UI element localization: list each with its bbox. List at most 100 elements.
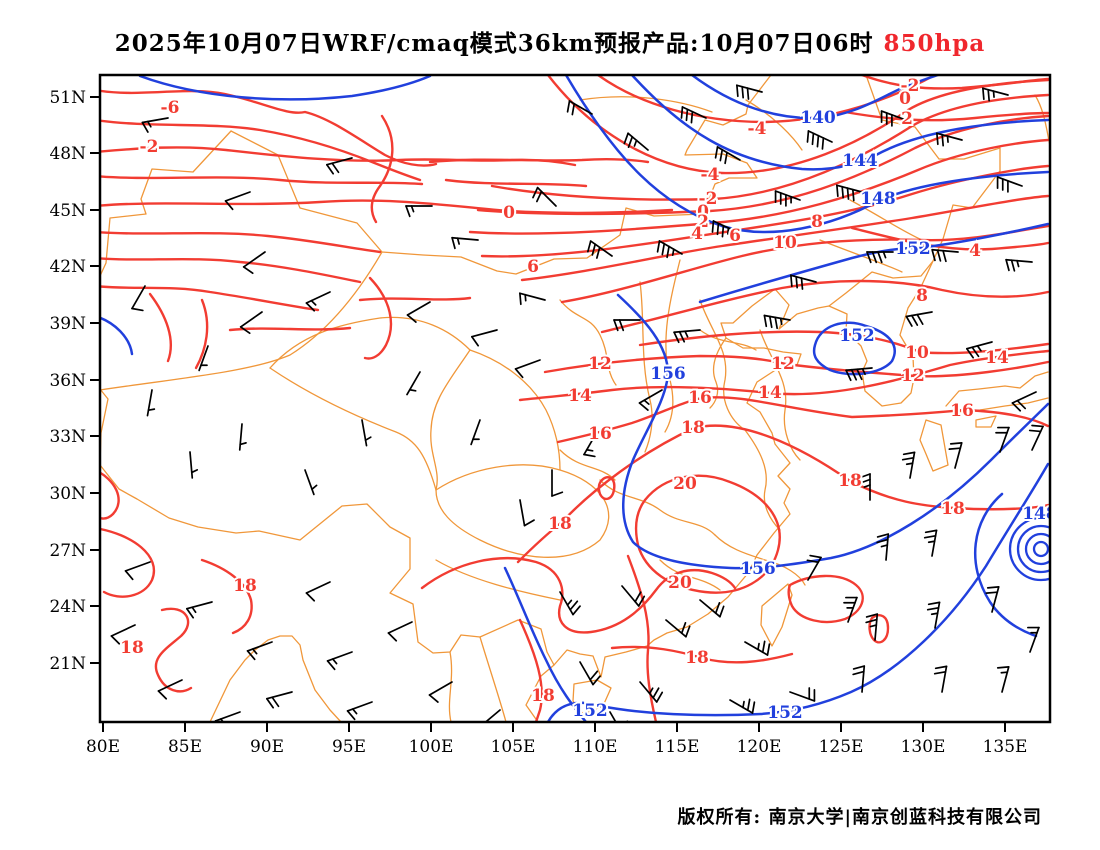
- wind-barb: [639, 681, 664, 703]
- wind-barb: [361, 419, 372, 447]
- axis-labels: 51N 48N 45N 42N 39N 36N 33N 30N 27N 24N 21N 80E 85E 9…: [49, 88, 1027, 757]
- lat-tick-label: 30N: [49, 484, 86, 504]
- wind-barb: [428, 681, 453, 703]
- copyright-text: 版权所有: 南京大学|南京创蓝科技有限公司: [677, 807, 1042, 828]
- wind-barb: [198, 345, 209, 372]
- contour-label: 156: [740, 559, 776, 579]
- wind-barb: [806, 130, 833, 150]
- contour-label: 14: [758, 383, 782, 403]
- wind-barb: [238, 423, 247, 451]
- page-title: 2025年10月07日WRF/cmaq模式36km预报产品:10月07日06时 8…: [0, 24, 1100, 58]
- wind-barb: [623, 132, 649, 151]
- wind-barb: [405, 205, 433, 218]
- contour-label: 14: [568, 386, 592, 406]
- contour-label: 18: [531, 686, 555, 706]
- wind-barb: [141, 117, 169, 133]
- wind-barb: [451, 236, 479, 250]
- wind-barb: [613, 319, 641, 332]
- contour-label: 16: [950, 401, 974, 421]
- contour-label: 14: [985, 348, 1009, 368]
- wind-barb: [948, 442, 963, 469]
- wind-barb: [532, 186, 557, 207]
- wind-barb: [157, 679, 183, 700]
- lon-tick-label: 100E: [409, 737, 454, 757]
- contour-label: 8: [916, 286, 928, 306]
- wind-barb: [996, 176, 1023, 193]
- wind-barb: [926, 601, 941, 629]
- lat-tick-label: 36N: [49, 371, 86, 391]
- wind-barb: [242, 251, 266, 275]
- wind-barb: [609, 711, 629, 722]
- lon-tick-label: 85E: [168, 737, 202, 757]
- wind-barb: [304, 469, 318, 496]
- wind-barb: [996, 666, 1010, 693]
- wind-barb: [484, 709, 501, 722]
- wind-barb: [566, 100, 593, 116]
- wind-barb: [146, 389, 156, 417]
- contour-label: 0: [899, 89, 911, 109]
- contour-label: 10: [905, 343, 929, 363]
- wind-barb: [346, 701, 373, 721]
- wind-barb: [305, 581, 331, 602]
- lon-tick-label: 135E: [983, 737, 1028, 757]
- contour-label: 152: [572, 701, 608, 721]
- wind-barb: [131, 285, 146, 312]
- wind-barb: [621, 585, 646, 607]
- wind-barb: [880, 110, 907, 127]
- wind-barb: [326, 651, 353, 671]
- wind-barb: [305, 291, 331, 312]
- wind-barb: [774, 190, 801, 207]
- wind-barb: [845, 367, 873, 382]
- wind-barb: [936, 132, 963, 147]
- wind-barb: [514, 359, 541, 379]
- contour-label: -4: [748, 119, 767, 139]
- wind-barb: [246, 641, 273, 661]
- wind-barb: [673, 329, 701, 344]
- wind-barb: [836, 184, 863, 202]
- wind-barb: [471, 329, 498, 347]
- wind-barb: [406, 371, 421, 396]
- wind-barb: [699, 599, 725, 618]
- lat-tick-label: 42N: [49, 257, 86, 277]
- contour-label: 12: [901, 366, 925, 386]
- wind-barb: [387, 621, 413, 642]
- wind-barb: [923, 529, 938, 557]
- lon-tick-label: 90E: [250, 737, 284, 757]
- wind-barb: [901, 451, 916, 479]
- wind-barb: [665, 619, 691, 638]
- contour-label: 2: [901, 109, 913, 129]
- lon-tick-label: 115E: [655, 737, 700, 757]
- contour-label: 152: [839, 326, 875, 346]
- lat-tick-label: 51N: [49, 88, 86, 108]
- wind-barb: [551, 469, 564, 497]
- wind-barb: [843, 596, 858, 623]
- wind-barb: [763, 314, 791, 330]
- wind-barb: [110, 624, 136, 645]
- wind-barb: [1027, 626, 1040, 653]
- wind-barb: [865, 613, 879, 641]
- contour-label: 18: [233, 576, 257, 596]
- contour-label: 6: [729, 226, 741, 246]
- wind-barb: [214, 711, 241, 722]
- contour-label: 18: [548, 514, 572, 534]
- title-level-badge: 850hpa: [883, 30, 986, 57]
- wind-barb: [1011, 391, 1037, 412]
- lon-tick-label: 105E: [491, 737, 536, 757]
- contour-label: 156: [650, 364, 686, 384]
- wind-barb: [470, 419, 481, 446]
- wind-barb: [985, 586, 1000, 613]
- wind-barb: [1028, 424, 1044, 451]
- wind-barb: [806, 554, 822, 581]
- contour-label: 6: [527, 257, 539, 277]
- wind-barb: [711, 220, 738, 238]
- wind-barb: [789, 687, 816, 702]
- wind-barb: [744, 640, 771, 656]
- contour-label: 152: [767, 703, 803, 723]
- lat-tick-label: 21N: [49, 654, 86, 674]
- wind-barb: [519, 292, 546, 306]
- contour-label: 18: [941, 499, 965, 519]
- wind-barb: [876, 533, 890, 561]
